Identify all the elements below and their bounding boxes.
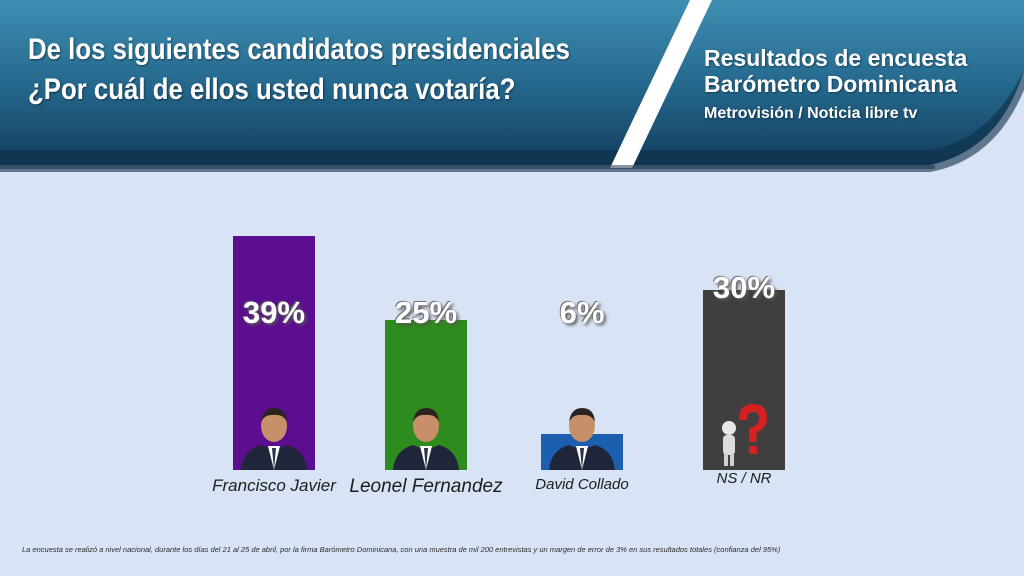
header-background — [0, 0, 1024, 172]
category-label-leonel-fernandez: Leonel Fernandez — [349, 476, 503, 497]
header-banner: De los siguientes candidatos presidencia… — [0, 0, 1024, 172]
value-label-leonel-fernandez: 25% — [394, 295, 458, 330]
value-label-david-collado: 6% — [559, 295, 605, 330]
value-label-ns-nr: 30% — [712, 270, 776, 305]
bar-leonel-fernandez — [385, 320, 467, 470]
survey-info: Resultados de encuesta Barómetro Dominic… — [704, 45, 1004, 125]
value-label-francisco-javier: 39% — [242, 295, 306, 330]
bar-ns-nr — [703, 290, 785, 470]
survey-firm: Barómetro Dominicana — [704, 71, 958, 97]
category-label-francisco-javier: Francisco Javier — [212, 476, 336, 495]
category-label-david-collado: David Collado — [535, 476, 629, 493]
survey-title: Resultados de encuesta — [704, 45, 968, 71]
footnote: La encuesta se realizó a nivel nacional,… — [22, 545, 781, 554]
title-line-2: ¿Por cuál de ellos usted nunca votaría? — [28, 73, 516, 106]
chart-title: De los siguientes candidatos presidencia… — [28, 30, 571, 110]
category-label-ns-nr: NS / NR — [716, 470, 772, 487]
title-line-1: De los siguientes candidatos presidencia… — [28, 33, 571, 66]
bar-chart: 39% Francisco Javier 25% Leonel Fernandez 6%… — [0, 180, 1024, 510]
candidate-photo-francisco-javier — [241, 408, 307, 470]
question-mark-figure-icon — [722, 404, 767, 466]
media-credit: Metrovisión / Noticia libre tv — [704, 105, 918, 122]
candidate-photo-leonel-fernandez — [393, 408, 459, 470]
candidate-photo-david-collado — [549, 408, 615, 470]
